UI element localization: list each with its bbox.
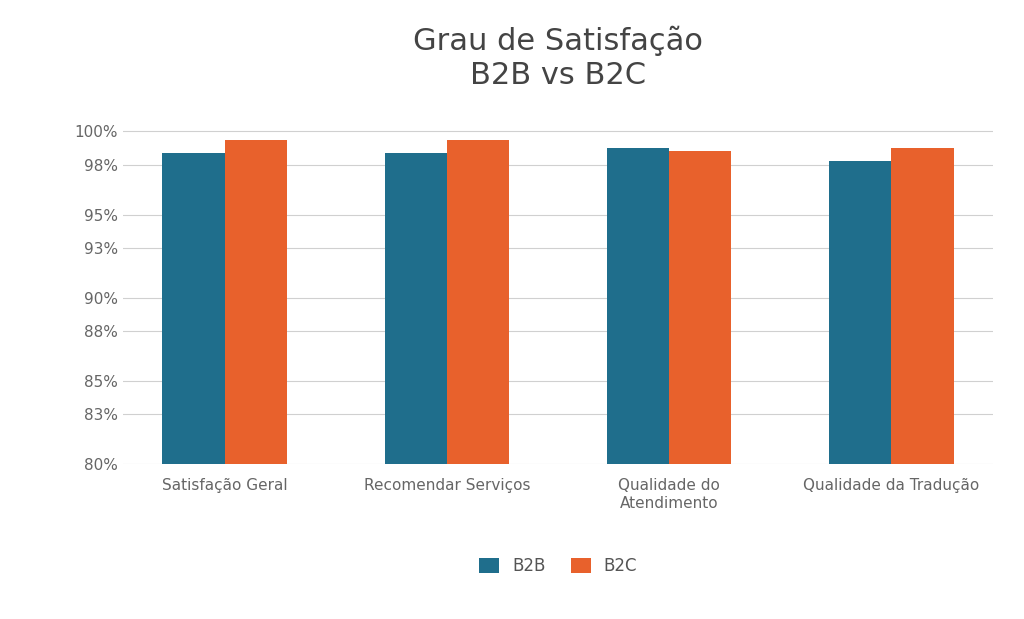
Bar xyxy=(829,162,892,619)
Bar xyxy=(607,148,670,619)
Bar xyxy=(446,140,509,619)
Bar xyxy=(670,152,731,619)
Bar xyxy=(892,148,953,619)
Legend: B2B, B2C: B2B, B2C xyxy=(472,550,644,581)
Bar xyxy=(163,153,224,619)
Bar xyxy=(385,153,446,619)
Bar xyxy=(224,140,287,619)
Title: Grau de Satisfação
B2B vs B2C: Grau de Satisfação B2B vs B2C xyxy=(413,26,703,90)
